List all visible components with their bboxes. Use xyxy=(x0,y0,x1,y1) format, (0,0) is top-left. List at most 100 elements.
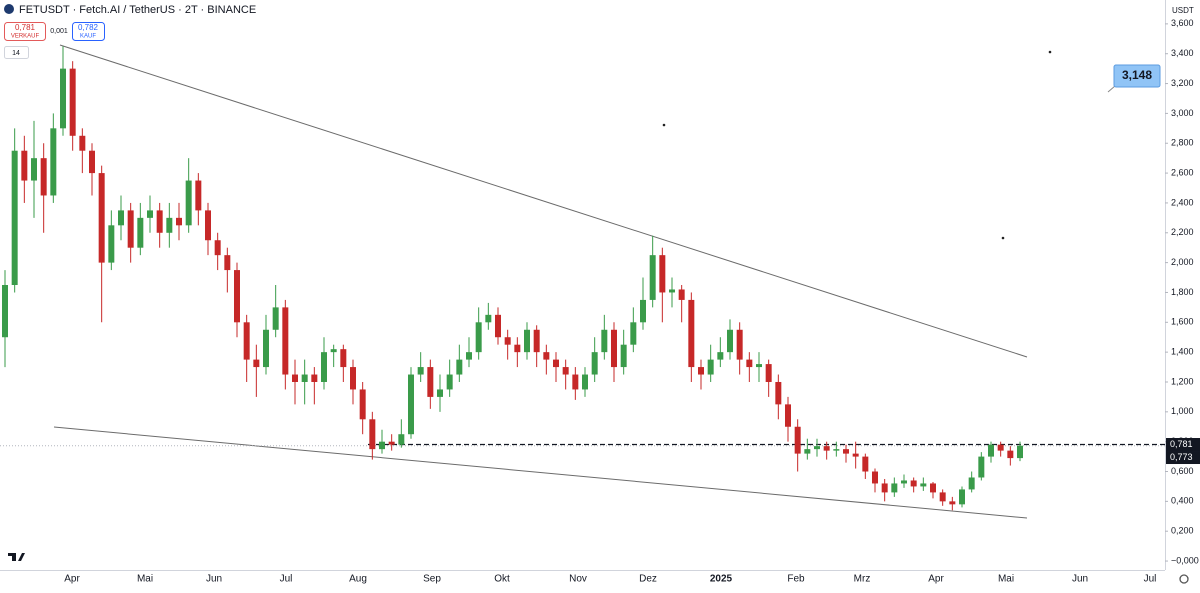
buy-price: 0,782 xyxy=(78,23,99,32)
candle-body xyxy=(475,322,482,353)
header: FETUSDT · Fetch.AI / TetherUS · 2T · BIN… xyxy=(4,4,256,59)
y-tick-label: 3,600 xyxy=(1171,18,1194,28)
candle-body xyxy=(997,444,1004,451)
x-tick-label: Okt xyxy=(494,574,510,585)
indicator-box[interactable] xyxy=(4,46,29,59)
candle-body xyxy=(311,374,318,382)
callout-label: 3,148 xyxy=(1122,68,1152,82)
candle-body xyxy=(292,374,298,382)
candle-body xyxy=(446,374,453,390)
candle-body xyxy=(321,352,327,382)
candle-body xyxy=(495,314,501,338)
candle-body xyxy=(205,210,211,241)
candle-body xyxy=(388,441,395,445)
candle-body xyxy=(301,374,308,382)
x-tick-label: Apr xyxy=(928,574,944,585)
x-tick-label: Jun xyxy=(206,574,222,585)
candle-body xyxy=(930,483,936,493)
x-tick-label: Sep xyxy=(423,574,441,585)
candle-body xyxy=(881,483,888,493)
candle-body xyxy=(137,217,144,248)
buy-box xyxy=(72,22,105,41)
candle-body xyxy=(533,329,540,353)
y-tick-label: 2,000 xyxy=(1171,257,1194,267)
y-tick-label: 1,200 xyxy=(1171,376,1194,386)
candle-body xyxy=(920,483,927,487)
candle-body xyxy=(2,285,8,338)
candle-body xyxy=(514,344,521,353)
candle-body xyxy=(727,329,733,353)
candle-body xyxy=(11,150,18,285)
candle-body xyxy=(166,217,173,233)
candle-body xyxy=(263,329,269,368)
x-tick-label: Jul xyxy=(1144,574,1157,585)
candle-body xyxy=(814,446,820,450)
candle-body xyxy=(379,441,385,450)
lower-trendline xyxy=(53,426,1028,519)
candle-body xyxy=(968,477,975,490)
x-tick-label: Jul xyxy=(280,574,293,585)
y-tick-label: 1,800 xyxy=(1171,287,1194,297)
settings-icon[interactable] xyxy=(1179,574,1189,584)
candle-body xyxy=(978,456,985,478)
candle-body xyxy=(688,299,695,368)
callout-box xyxy=(1113,64,1161,88)
candle-body xyxy=(485,314,492,323)
y-tick-label: 2,600 xyxy=(1171,167,1194,177)
candle-body xyxy=(359,389,366,420)
sell-button[interactable]: 0,781 VERKAUF xyxy=(4,22,46,41)
buy-button[interactable]: 0,782 KAUF xyxy=(72,22,105,41)
candle-body xyxy=(630,322,637,345)
candle-body xyxy=(843,449,849,454)
candle-body xyxy=(823,446,830,451)
symbol-title: FETUSDT · Fetch.AI / TetherUS · 2T · BIN… xyxy=(19,4,256,16)
candle-body xyxy=(282,307,289,375)
x-tick-label: Mai xyxy=(998,574,1014,585)
candle-body xyxy=(601,329,608,353)
candle-body xyxy=(988,444,994,457)
spread: 0,001 xyxy=(50,28,68,35)
candle-body xyxy=(572,374,579,390)
sell-box xyxy=(4,22,46,41)
axis-unit: USDT xyxy=(1172,6,1194,15)
candle-body xyxy=(21,150,28,181)
y-tick-label: 2,200 xyxy=(1171,227,1194,237)
candle-body xyxy=(147,210,153,218)
candle-body xyxy=(31,158,37,181)
candle-body xyxy=(340,349,347,368)
candle-body xyxy=(756,364,762,368)
candle-body xyxy=(939,492,946,502)
candle-body xyxy=(659,255,666,293)
x-tick-label: Feb xyxy=(787,574,805,585)
candle-body xyxy=(350,367,356,390)
candle-body xyxy=(398,434,405,445)
y-tick-label: 3,000 xyxy=(1171,108,1194,118)
candle-body xyxy=(833,449,840,451)
indicator-label: 14 xyxy=(12,50,20,57)
y-tick-label: 0,200 xyxy=(1171,526,1194,536)
candle-body xyxy=(243,322,250,360)
candle-body xyxy=(620,344,627,368)
sell-label: VERKAUF xyxy=(11,34,40,40)
candle-body xyxy=(717,352,724,360)
candle-body xyxy=(736,329,743,360)
y-tick-label: 0,600 xyxy=(1171,466,1194,476)
candle-body xyxy=(408,374,414,435)
price-label-box xyxy=(1166,451,1200,465)
candle-body xyxy=(40,158,47,196)
candle-body xyxy=(591,352,598,375)
candle-body xyxy=(330,349,337,353)
candle-body xyxy=(775,381,782,405)
y-tick-label: 1,000 xyxy=(1171,406,1194,416)
candle-body xyxy=(1017,445,1023,459)
dot xyxy=(662,123,666,127)
candle-body xyxy=(108,225,115,263)
candle-body xyxy=(949,501,956,505)
x-tick-label: Jun xyxy=(1072,574,1088,585)
symbol-icon xyxy=(4,4,14,14)
candle-body xyxy=(437,389,443,397)
candle-body xyxy=(707,359,714,375)
candle-body xyxy=(678,289,685,300)
